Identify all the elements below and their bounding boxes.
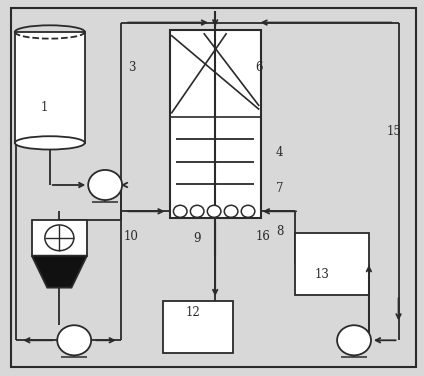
Text: 13: 13 — [315, 268, 330, 281]
Circle shape — [57, 325, 91, 355]
Polygon shape — [32, 256, 87, 288]
Circle shape — [173, 205, 187, 217]
Bar — [295, 233, 369, 295]
Bar — [15, 32, 85, 143]
Bar — [170, 30, 261, 218]
Circle shape — [241, 205, 255, 217]
Bar — [32, 220, 87, 256]
Ellipse shape — [15, 136, 85, 150]
Circle shape — [190, 205, 204, 217]
Circle shape — [88, 170, 122, 200]
Text: 3: 3 — [128, 61, 135, 74]
Bar — [163, 301, 233, 353]
Text: 4: 4 — [276, 146, 284, 159]
Text: 1: 1 — [41, 101, 48, 114]
Text: 5: 5 — [66, 246, 74, 258]
Text: 8: 8 — [276, 225, 284, 238]
Circle shape — [45, 225, 74, 251]
Text: 15: 15 — [387, 125, 402, 138]
Text: 10: 10 — [124, 230, 139, 243]
Circle shape — [207, 205, 221, 217]
Text: 14: 14 — [344, 334, 360, 347]
Text: 6: 6 — [255, 61, 262, 74]
Text: 7: 7 — [276, 182, 284, 194]
Text: 9: 9 — [193, 232, 201, 245]
Circle shape — [224, 205, 238, 217]
Text: 12: 12 — [186, 306, 200, 318]
Text: 2: 2 — [100, 182, 108, 194]
Circle shape — [337, 325, 371, 355]
Text: 16: 16 — [255, 230, 271, 243]
